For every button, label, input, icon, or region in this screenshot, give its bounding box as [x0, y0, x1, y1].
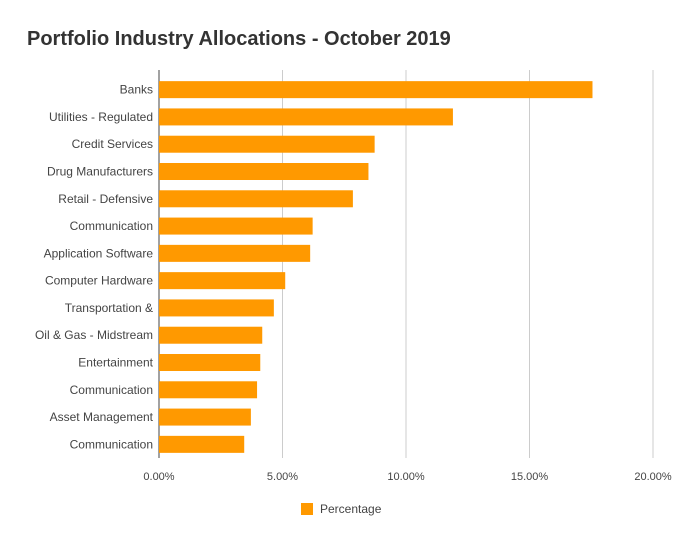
bar	[159, 408, 251, 426]
bar	[159, 354, 261, 371]
legend-swatch	[301, 503, 313, 515]
category-label: Asset Management	[50, 410, 154, 424]
category-label: Banks	[120, 83, 153, 97]
category-label: Entertainment	[78, 356, 153, 370]
bar	[159, 272, 286, 290]
category-label: Communication	[70, 437, 153, 451]
bar	[159, 435, 245, 453]
bar	[159, 217, 313, 235]
x-tick-label: 5.00%	[267, 471, 298, 483]
bar	[159, 326, 263, 344]
category-label: Communication	[70, 219, 153, 233]
bar	[159, 381, 258, 399]
x-tick-label: 20.00%	[634, 471, 672, 483]
bar	[159, 299, 274, 317]
category-label: Oil & Gas - Midstream	[35, 328, 153, 342]
x-tick-label: 10.00%	[387, 471, 425, 483]
bar	[159, 81, 593, 99]
bar	[159, 190, 353, 208]
category-label: Computer Hardware	[45, 274, 153, 288]
category-label: Credit Services	[72, 137, 153, 151]
category-label: Drug Manufacturers	[47, 165, 153, 179]
legend-label: Percentage	[320, 502, 382, 516]
category-label: Application Software	[44, 246, 154, 260]
bar	[159, 163, 369, 180]
category-label: Communication	[70, 383, 153, 397]
category-label: Transportation &	[65, 301, 153, 315]
x-tick-label: 0.00%	[143, 471, 174, 483]
category-label: Utilities - Regulated	[49, 110, 153, 124]
x-tick-label: 15.00%	[511, 471, 549, 483]
category-label: Retail - Defensive	[58, 192, 153, 206]
chart-title: Portfolio Industry Allocations - October…	[27, 28, 451, 50]
bar	[159, 108, 453, 126]
bar	[159, 135, 375, 153]
legend: Percentage	[301, 502, 381, 516]
bar	[159, 244, 311, 262]
